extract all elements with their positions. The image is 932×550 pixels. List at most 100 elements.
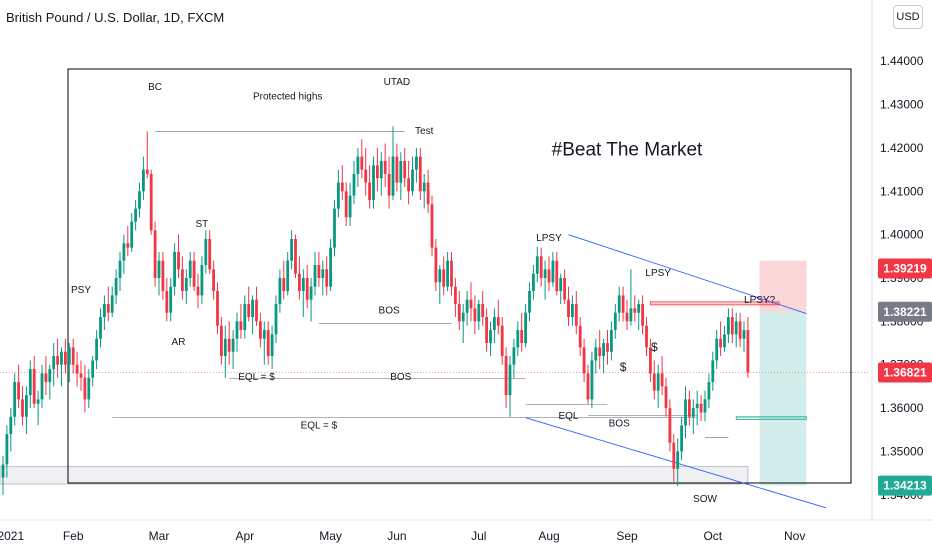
candle-body [676, 451, 680, 469]
candle [656, 364, 660, 409]
candle [274, 295, 278, 344]
candle-body [695, 403, 699, 409]
candles-group[interactable] [1, 126, 750, 495]
candle [742, 321, 746, 352]
candle-body [524, 312, 527, 344]
candle [528, 282, 531, 322]
candle-body [532, 273, 535, 292]
candle-body [742, 330, 746, 339]
candle [652, 360, 656, 400]
candle-body [130, 221, 134, 248]
x-tick-label: Oct [703, 529, 722, 543]
candle [504, 347, 508, 409]
currency-selector[interactable]: USD [893, 5, 923, 29]
candle-body [67, 347, 71, 365]
candle-body [282, 278, 286, 292]
candle [395, 143, 399, 192]
candle [485, 308, 488, 352]
candle-body [391, 156, 395, 196]
candle-body [668, 408, 672, 443]
candle-body [504, 356, 508, 396]
candle [79, 360, 83, 391]
candle [317, 251, 321, 287]
y-tick-label: 1.42000 [880, 141, 924, 155]
annotation-label: BOS [609, 419, 630, 430]
candle-body [274, 304, 278, 335]
candle [114, 269, 118, 305]
candle-body [149, 173, 153, 231]
candle [5, 425, 9, 478]
candle-body [520, 330, 524, 344]
price-badge [878, 301, 932, 322]
candle-body [574, 304, 578, 326]
candle-body [103, 304, 106, 318]
candle-body [715, 338, 719, 361]
candle [707, 373, 711, 409]
candle [746, 317, 750, 378]
candle-body [395, 156, 399, 183]
candle-body [83, 377, 87, 400]
annotation-label: EQL = $ [238, 372, 275, 383]
supply-box [650, 301, 780, 306]
candle-body [586, 373, 590, 400]
candle-body [173, 251, 176, 287]
candle-body [91, 360, 95, 378]
price-badge [878, 475, 932, 496]
candle-body [340, 182, 344, 192]
candle-body [9, 416, 13, 435]
candle [145, 131, 149, 179]
annotation-label: AR [172, 337, 186, 348]
x-tick-label: Nov [784, 529, 805, 543]
candle [99, 308, 102, 348]
candle [153, 221, 157, 287]
candle [56, 338, 59, 378]
annotation-label: $ [620, 360, 627, 374]
candle-body [598, 347, 602, 357]
candle [473, 295, 477, 335]
candle [680, 416, 683, 461]
candle-body [571, 304, 574, 318]
y-tick-label: 1.44000 [880, 54, 924, 68]
candle-body [450, 260, 453, 287]
candle-body [118, 260, 122, 279]
candle [703, 390, 707, 422]
x-tick-label: Apr [235, 529, 254, 543]
candle [149, 169, 153, 235]
candle-body [270, 334, 274, 357]
candle-body [434, 247, 438, 283]
candle [446, 251, 449, 292]
candle [547, 256, 551, 292]
candle-body [122, 243, 126, 261]
candle [75, 351, 79, 387]
candle-body [590, 360, 594, 400]
candle [376, 147, 379, 192]
candle [270, 325, 274, 370]
candle-body [457, 304, 461, 322]
candle [465, 291, 469, 326]
candle-body [602, 343, 605, 357]
candle-body [481, 304, 485, 318]
candle [598, 330, 602, 370]
price-badge [878, 258, 932, 279]
candle-body [153, 230, 157, 279]
candle [606, 330, 609, 365]
candle-body [535, 256, 539, 274]
candle [212, 260, 215, 300]
candle-body [485, 317, 488, 344]
candle-body [637, 304, 641, 313]
candle-body [48, 369, 52, 383]
candle-body [629, 308, 633, 322]
candle [645, 317, 648, 357]
candle [103, 295, 106, 331]
candle-body [707, 382, 711, 400]
candle [457, 291, 461, 331]
candle-body [559, 278, 563, 292]
frame-rectangle [67, 68, 852, 484]
candle [91, 356, 95, 387]
candle [32, 356, 36, 409]
candle-body [567, 299, 570, 318]
candle-body [266, 330, 270, 357]
candle-body [212, 269, 215, 292]
x-tick-label: 2021 [0, 529, 24, 543]
candle-body [508, 364, 512, 396]
